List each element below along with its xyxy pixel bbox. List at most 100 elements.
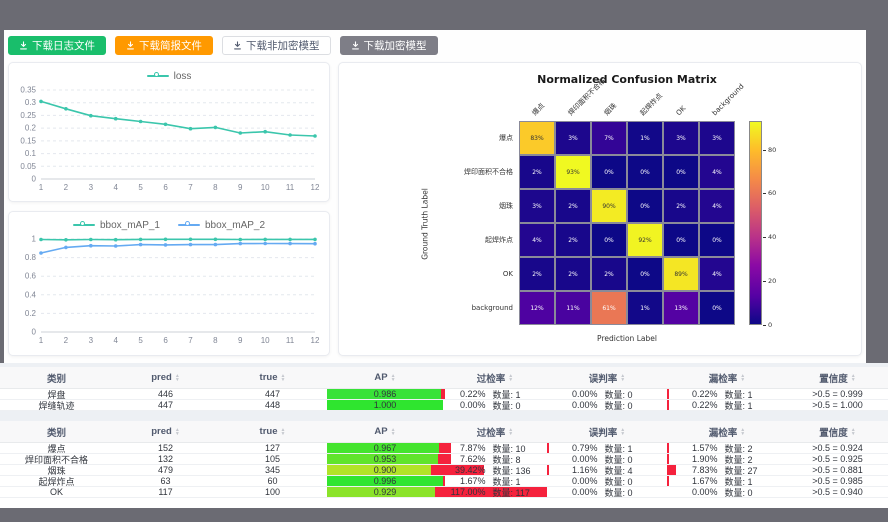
data-point[interactable] [138,237,143,242]
data-point[interactable] [113,237,118,242]
x-tick-label: 4 [114,183,119,192]
column-header[interactable]: 漏检率 ▲ ▼ [667,367,787,388]
class-name-cell: 起焊炸点 [0,476,113,487]
pred-value-cell: 446 [113,389,218,399]
data-point[interactable] [188,126,193,131]
matrix-cell: 0% [663,223,699,257]
data-point[interactable] [213,125,218,130]
sort-icon[interactable]: ▲ ▼ [174,372,180,383]
column-header[interactable]: 漏检率 ▲ ▼ [667,421,787,442]
misjudge-rate-percent: 0.00% [571,400,598,410]
data-point[interactable] [238,237,243,242]
data-point[interactable] [313,241,317,246]
miss-rate-percent: 1.90% [691,454,718,464]
colorbar-tick [763,281,766,283]
data-point[interactable] [238,241,243,246]
data-point[interactable] [163,122,168,127]
column-header[interactable]: 过检率 ▲ ▼ [443,421,547,442]
matrix-cell: 4% [699,189,735,223]
legend-item[interactable]: bbox_mAP_1 [72,220,160,231]
data-point[interactable] [213,237,218,242]
download-encrypted-model-button[interactable]: 下载加密模型 [339,36,438,55]
column-header[interactable]: 过检率 ▲ ▼ [443,367,547,388]
pred-value: 479 [157,465,174,475]
data-point[interactable] [39,237,43,242]
data-point[interactable] [188,242,193,247]
sort-icon[interactable]: ▲ ▼ [390,426,396,437]
x-tick-label: 8 [213,336,218,345]
matrix-cell: 0% [699,223,735,257]
data-point[interactable] [138,242,143,247]
data-point[interactable] [64,245,68,250]
data-point[interactable] [89,243,93,248]
data-point[interactable] [313,237,317,242]
class-name-cell: OK [0,487,113,497]
sort-icon[interactable]: ▲ ▼ [620,372,626,383]
ap-cell: 0.986 [327,389,443,399]
data-point[interactable] [263,237,267,242]
data-point[interactable] [89,113,93,118]
colorbar-tick [763,149,766,151]
column-header[interactable]: true ▲ ▼ [218,367,327,388]
over-detect-rate-cell: 7.87% 数量: 10 [443,443,547,453]
data-point[interactable] [39,251,43,255]
column-header[interactable]: AP ▲ ▼ [327,367,443,388]
y-tick-label: 0 [32,328,37,337]
matrix-cell-value: 0% [676,236,686,244]
data-point[interactable] [188,237,193,242]
data-point[interactable] [113,116,118,121]
data-point[interactable] [138,119,143,124]
matrix-cell-value: 0% [640,168,650,176]
miss-rate-cell: 1.90% 数量: 2 [667,454,787,464]
column-header[interactable]: 置信度 ▲ ▼ [787,367,888,388]
sort-icon[interactable]: ▲ ▼ [740,372,746,383]
legend-item[interactable]: bbox_mAP_2 [178,220,265,231]
column-header[interactable]: 置信度 ▲ ▼ [787,421,888,442]
download-report-button[interactable]: 下载简报文件 [115,36,213,55]
data-point[interactable] [238,131,243,135]
data-point[interactable] [263,241,267,246]
data-point[interactable] [213,242,218,247]
sort-icon[interactable]: ▲ ▼ [390,372,396,383]
data-point[interactable] [263,129,267,134]
sort-icon[interactable]: ▲ ▼ [850,372,856,383]
pred-value-cell: 447 [113,400,218,410]
sort-icon[interactable]: ▲ ▼ [620,426,626,437]
sort-icon[interactable]: ▲ ▼ [280,426,286,437]
column-header[interactable]: 误判率 ▲ ▼ [547,367,667,388]
data-point[interactable] [89,237,93,242]
download-plain-model-button[interactable]: 下载非加密模型 [222,36,331,55]
sort-icon[interactable]: ▲ ▼ [740,426,746,437]
data-point[interactable] [313,134,317,138]
matrix-cell-value: 1% [640,134,650,142]
data-point[interactable] [64,107,68,111]
data-point[interactable] [288,237,292,242]
ap-cell: 0.967 [327,443,443,453]
line-series [40,100,316,137]
matrix-cell-value: 0% [676,168,686,176]
data-point[interactable] [288,133,292,137]
colorbar-tick-label: 20 [768,277,777,286]
data-point[interactable] [163,237,168,242]
ap-bar-remainder [434,487,443,497]
sort-icon[interactable]: ▲ ▼ [174,426,180,437]
column-header[interactable]: AP ▲ ▼ [327,421,443,442]
sort-icon[interactable]: ▲ ▼ [280,372,286,383]
x-tick-label: 9 [238,336,243,345]
column-header[interactable]: 误判率 ▲ ▼ [547,421,667,442]
data-point[interactable] [288,241,292,246]
data-point[interactable] [163,243,168,247]
data-point[interactable] [39,99,43,104]
misjudge-rate-cell: 0.79% 数量: 1 [547,443,667,453]
download-log-button[interactable]: 下载日志文件 [8,36,106,55]
line-series [40,242,316,254]
sort-icon[interactable]: ▲ ▼ [508,372,514,383]
data-point[interactable] [113,244,118,248]
column-header[interactable]: pred ▲ ▼ [113,421,218,442]
data-point[interactable] [64,238,68,242]
legend-item[interactable]: loss [146,71,191,82]
sort-icon[interactable]: ▲ ▼ [850,426,856,437]
sort-icon[interactable]: ▲ ▼ [508,426,514,437]
column-header[interactable]: true ▲ ▼ [218,421,327,442]
column-header[interactable]: pred ▲ ▼ [113,367,218,388]
